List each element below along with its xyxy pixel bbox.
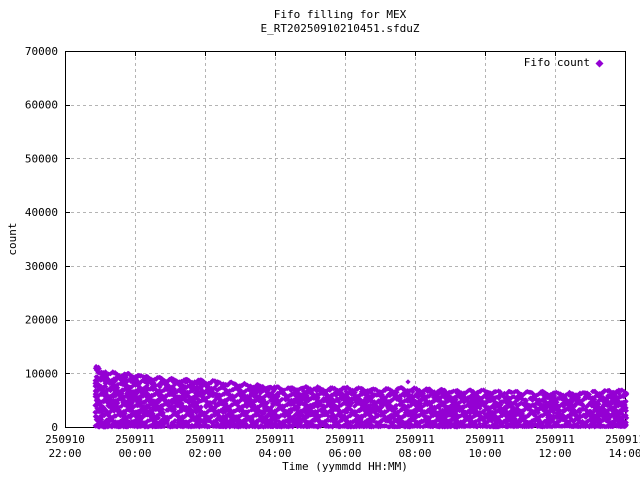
svg-text:250911: 250911 — [255, 433, 295, 446]
svg-text:10000: 10000 — [25, 367, 58, 380]
svg-text:70000: 70000 — [25, 45, 58, 58]
chart-subtitle: E_RT20250910210451.sfduZ — [260, 22, 420, 35]
svg-text:250911: 250911 — [465, 433, 505, 446]
x-tick-labels: 25091022:0025091100:0025091102:002509110… — [45, 433, 640, 460]
svg-text:00:00: 00:00 — [118, 447, 151, 460]
grid-lines — [65, 51, 626, 427]
svg-text:06:00: 06:00 — [328, 447, 361, 460]
legend-diamond-glyph — [595, 59, 604, 68]
svg-text:04:00: 04:00 — [258, 447, 291, 460]
svg-text:250911: 250911 — [535, 433, 575, 446]
svg-text:250911: 250911 — [395, 433, 435, 446]
data-points-fifo-count — [92, 363, 630, 430]
svg-text:20000: 20000 — [25, 314, 58, 327]
x-axis-title: Time (yymmdd HH:MM) — [282, 460, 408, 473]
svg-text:14:00: 14:00 — [608, 447, 640, 460]
legend-label: Fifo count — [523, 56, 590, 69]
svg-text:30000: 30000 — [25, 260, 58, 273]
svg-text:40000: 40000 — [25, 206, 58, 219]
svg-text:60000: 60000 — [25, 99, 58, 112]
svg-text:250911: 250911 — [605, 433, 640, 446]
y-tick-labels: 0 10000 20000 30000 40000 50000 60000 70000 — [25, 45, 58, 434]
svg-text:10:00: 10:00 — [468, 447, 501, 460]
svg-text:250910: 250910 — [45, 433, 85, 446]
svg-text:0: 0 — [51, 421, 58, 434]
y-axis-title: count — [6, 222, 19, 256]
svg-text:250911: 250911 — [325, 433, 365, 446]
svg-text:250911: 250911 — [185, 433, 225, 446]
svg-text:250911: 250911 — [115, 433, 155, 446]
svg-text:50000: 50000 — [25, 152, 58, 165]
diamond-icon — [595, 59, 604, 68]
svg-text:22:00: 22:00 — [48, 447, 81, 460]
chart-title: Fifo filling for MEX — [273, 8, 407, 21]
svg-text:02:00: 02:00 — [188, 447, 221, 460]
svg-text:12:00: 12:00 — [538, 447, 571, 460]
svg-text:08:00: 08:00 — [398, 447, 431, 460]
